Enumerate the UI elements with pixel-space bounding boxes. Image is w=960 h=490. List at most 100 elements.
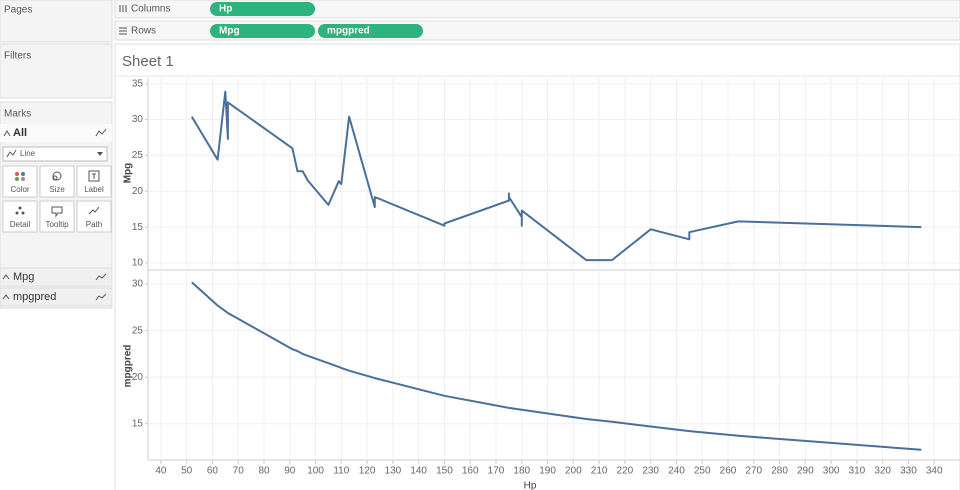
x-tick-label: 80 xyxy=(258,466,270,477)
x-tick-label: 310 xyxy=(849,466,866,477)
line-icon xyxy=(95,293,107,301)
x-tick-label: 240 xyxy=(668,466,685,477)
x-tick-label: 300 xyxy=(823,466,840,477)
x-tick-label: 220 xyxy=(617,466,634,477)
collapse-icon xyxy=(2,274,10,280)
x-tick-label: 210 xyxy=(591,466,608,477)
x-tick-label: 340 xyxy=(926,466,943,477)
icon xyxy=(18,206,22,210)
x-tick-label: 290 xyxy=(797,466,814,477)
mark-card-label: Mpg xyxy=(13,271,34,283)
marks-all-row[interactable] xyxy=(0,124,112,142)
y-tick-label: 30 xyxy=(132,279,144,290)
icon xyxy=(88,170,100,182)
y-tick-label: 15 xyxy=(132,222,144,233)
rows-icon xyxy=(119,27,127,35)
mark-button-label: Tooltip xyxy=(45,220,69,229)
x-tick-label: 50 xyxy=(181,466,193,477)
line-icon xyxy=(95,128,107,137)
field-pill-label: mpgpred xyxy=(327,26,370,37)
icon xyxy=(21,172,25,176)
x-tick-label: 260 xyxy=(720,466,737,477)
icon xyxy=(15,172,19,176)
x-tick-label: 170 xyxy=(488,466,505,477)
x-axis-title: Hp xyxy=(524,481,537,490)
icon xyxy=(51,206,63,218)
mark-type-dropdown[interactable] xyxy=(2,146,108,162)
x-tick-label: 100 xyxy=(307,466,324,477)
x-tick-label: 180 xyxy=(513,466,530,477)
x-tick-label: 130 xyxy=(385,466,402,477)
x-tick-label: 190 xyxy=(539,466,556,477)
x-tick-label: 140 xyxy=(410,466,427,477)
y-tick-label: 20 xyxy=(132,186,144,197)
icon xyxy=(15,177,19,181)
y-axis-title: Mpg xyxy=(123,163,134,184)
sheet-title: Sheet 1 xyxy=(122,53,174,70)
y-tick-label: 30 xyxy=(132,114,144,125)
y-tick-label: 25 xyxy=(132,150,144,161)
x-tick-label: 320 xyxy=(874,466,891,477)
filters-card[interactable] xyxy=(0,43,113,99)
mark-button-label: Detail xyxy=(10,220,31,229)
pages-card xyxy=(0,0,113,43)
mark-button-label: Color xyxy=(10,185,29,194)
x-tick-label: 70 xyxy=(233,466,245,477)
columns-icon xyxy=(119,5,127,12)
columns-shelf xyxy=(114,0,960,19)
x-tick-label: 250 xyxy=(694,466,711,477)
line-icon xyxy=(6,149,17,158)
mark-button-label: Path xyxy=(86,220,102,229)
x-tick-label: 230 xyxy=(642,466,659,477)
y-tick-label: 10 xyxy=(132,258,144,269)
mark-button[interactable] xyxy=(2,165,38,198)
mark-type: Line xyxy=(20,149,36,158)
mark-button[interactable] xyxy=(2,200,38,233)
y-tick-label: 15 xyxy=(132,418,144,429)
x-tick-label: 90 xyxy=(284,466,296,477)
icon xyxy=(15,211,19,215)
x-tick-label: 280 xyxy=(771,466,788,477)
mark-button[interactable] xyxy=(76,200,112,233)
rows-label: Rows xyxy=(131,26,156,37)
x-tick-label: 330 xyxy=(900,466,917,477)
icon xyxy=(21,211,25,215)
x-tick-label: 110 xyxy=(333,466,349,477)
x-tick-label: 150 xyxy=(436,466,453,477)
y-tick-label: 20 xyxy=(132,372,144,383)
x-tick-label: 120 xyxy=(359,466,376,477)
field-pill[interactable] xyxy=(210,24,315,38)
y-axis-title: mpgpred xyxy=(123,345,134,388)
mark-button-label: Size xyxy=(49,185,65,194)
x-tick-label: 270 xyxy=(745,466,762,477)
mark-card-row[interactable] xyxy=(0,287,113,307)
marks-title: Marks xyxy=(4,109,31,120)
x-tick-label: 40 xyxy=(155,466,167,477)
icon xyxy=(88,206,100,215)
collapse-icon[interactable] xyxy=(3,130,11,137)
mark-card-row[interactable] xyxy=(0,267,113,287)
mark-card-label: mpgpred xyxy=(13,291,56,303)
y-tick-label: 35 xyxy=(132,78,144,89)
field-pill-label: Mpg xyxy=(219,26,240,37)
x-tick-label: 200 xyxy=(565,466,582,477)
mark-button[interactable] xyxy=(39,165,75,198)
mark-button-label: Label xyxy=(84,185,104,194)
x-tick-label: 60 xyxy=(207,466,219,477)
pages-title: Pages xyxy=(4,5,32,16)
collapse-icon xyxy=(2,294,10,300)
field-pill[interactable] xyxy=(210,2,315,16)
dropdown-arrow[interactable] xyxy=(97,152,103,156)
icon xyxy=(92,173,96,179)
marks-all: All xyxy=(13,127,27,139)
line-icon xyxy=(95,273,107,281)
x-tick-label: 160 xyxy=(462,466,479,477)
filters-title: Filters xyxy=(4,51,31,62)
mark-button[interactable] xyxy=(39,200,75,233)
icon xyxy=(52,171,62,181)
field-pill[interactable] xyxy=(318,24,423,38)
icon xyxy=(52,175,58,181)
data-line xyxy=(191,281,922,451)
field-pill-label: Hp xyxy=(219,4,232,15)
